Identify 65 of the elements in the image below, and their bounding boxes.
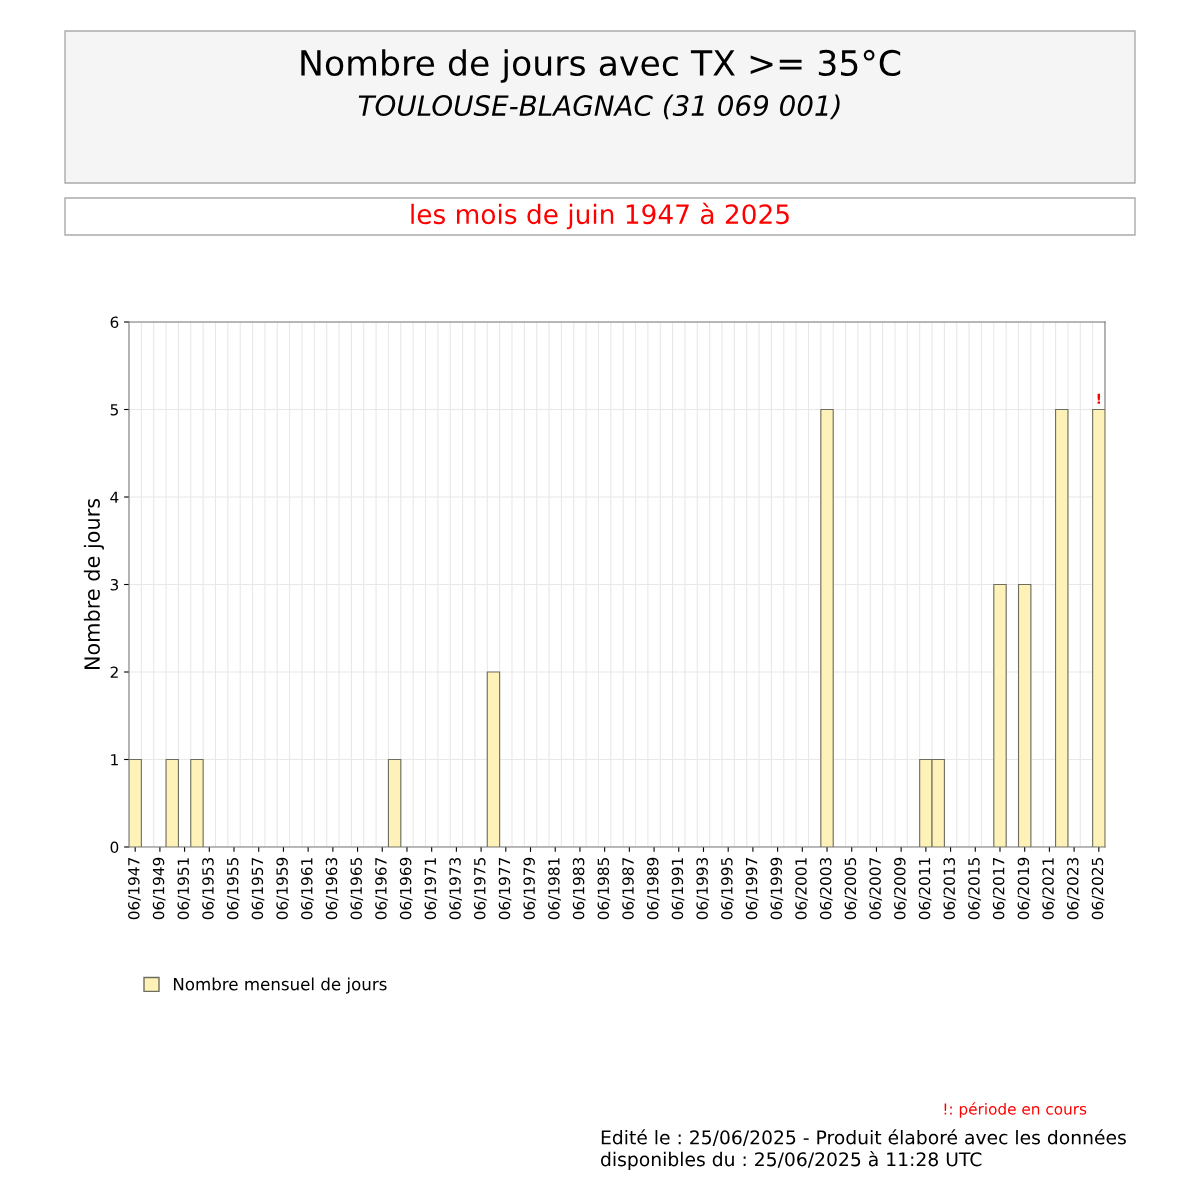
x-tick-label: 06/1993 [696, 857, 710, 920]
x-tick-label: 06/1987 [622, 858, 635, 920]
y-tick-label: 4 [110, 491, 119, 503]
y-tick-label: 3 [110, 578, 119, 591]
x-tick-label: 06/1965 [350, 858, 364, 920]
x-tick-label: 06/2011 [918, 858, 932, 920]
x-tick-label: 06/1947 [128, 858, 141, 920]
x-tick-label: 06/1961 [301, 858, 314, 920]
y-tick-label: 2 [110, 666, 118, 678]
x-tick-label: 06/2007 [869, 858, 883, 920]
x-tick-label: 06/2021 [1042, 858, 1056, 920]
y-tick-label: 1 [111, 754, 118, 766]
x-tick-label: 06/1997 [745, 858, 759, 920]
y-tick-label: 6 [110, 316, 119, 329]
x-tick-label: 06/1985 [597, 858, 611, 920]
x-tick-label: 06/2013 [943, 857, 957, 920]
bar [993, 583, 1007, 847]
x-tick-label: 06/2015 [968, 858, 981, 920]
y-tick-label: 5 [110, 404, 118, 416]
x-tick-label: 06/2023 [1066, 857, 1080, 920]
x-tick-label: 06/1975 [473, 858, 487, 920]
x-tick-label: 06/1957 [251, 858, 265, 920]
x-tick-label: 06/1995 [721, 858, 734, 920]
x-tick-label: 06/1973 [449, 857, 463, 920]
y-axis-title: Nombre de jours [83, 498, 104, 670]
bar [1055, 408, 1069, 847]
bar [129, 758, 142, 847]
x-tick-label: 06/1949 [152, 857, 166, 920]
bar [1092, 408, 1105, 847]
x-tick-label: 06/2003 [819, 857, 833, 920]
x-tick-label: 06/2001 [795, 858, 808, 920]
bar [1017, 583, 1032, 847]
x-tick-label: 06/1991 [671, 858, 685, 920]
chart-subtitle: TOULOUSE-BLAGNAC (31 069 001) [358, 94, 840, 120]
x-tick-label: 06/1953 [202, 857, 215, 920]
text: les mois de juin 1947 à 2025 [411, 202, 789, 230]
x-tick-label: 06/2009 [894, 857, 907, 920]
x-tick-label: 06/2017 [992, 858, 1006, 920]
x-tick-label: 06/1983 [572, 857, 586, 920]
x-tick-label: 06/1977 [498, 858, 512, 920]
x-tick-label: 06/1963 [325, 857, 339, 920]
text: !: période en cours [944, 1102, 1087, 1118]
bar [820, 408, 834, 847]
x-tick-label: 06/1999 [770, 857, 784, 920]
x-tick-label: 06/2025 [1091, 858, 1105, 920]
x-tick-label: 06/2019 [1017, 857, 1031, 920]
x-tick-label: 06/1971 [424, 858, 438, 920]
x-tick-label: 06/1981 [548, 858, 561, 920]
text: Edité le : 25/06/2025 - Produit élaboré avec les données disponibles du : 25/06/2025 à 11:28 UTC [601, 1129, 1126, 1171]
bar [190, 758, 204, 847]
x-tick-label: 06/1989 [646, 857, 660, 920]
x-tick-label: 06/1955 [226, 858, 240, 920]
x-tick-label: 06/1979 [523, 857, 537, 920]
bar [387, 758, 402, 847]
annotation: ! [1097, 393, 1101, 404]
x-tick-label: 06/1959 [276, 857, 290, 920]
legend-label: Nombre mensuel de jours [173, 977, 387, 994]
bar [165, 758, 179, 847]
bar [486, 671, 501, 847]
y-tick-label: 0 [110, 841, 119, 854]
x-tick-label: 06/2005 [844, 858, 858, 920]
x-tick-label: 06/1969 [399, 857, 413, 920]
x-tick-label: 06/1951 [177, 858, 191, 920]
x-tick-label: 06/1967 [375, 858, 388, 920]
chart-title: Nombre de jours avec TX >= 35°C [301, 49, 901, 83]
